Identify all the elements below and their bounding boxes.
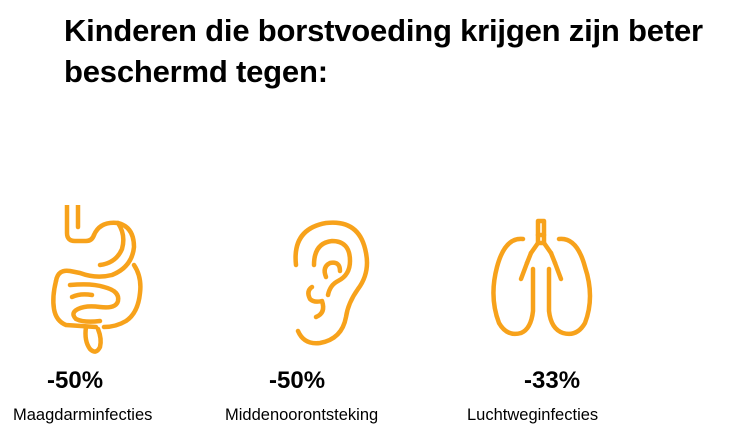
stat-value: -50%: [269, 367, 326, 394]
intestine-icon: [51, 205, 143, 354]
lungs-icon: [491, 218, 593, 337]
stat-label: Maagdarminfecties: [13, 406, 153, 424]
stat-label: Luchtweginfecties: [467, 406, 599, 424]
stat-middle-ear: -50% Middenoorontsteking: [222, 205, 452, 435]
stat-respiratory: -33% Luchtweginfecties: [465, 205, 695, 435]
page-title: Kinderen die borstvoeding krijgen zijn b…: [64, 13, 703, 89]
stat-value: -33%: [524, 367, 581, 394]
stat-label: Middenoorontsteking: [225, 406, 379, 424]
ear-icon: [293, 220, 370, 346]
stat-gastrointestinal: -50% Maagdarminfecties: [0, 205, 230, 435]
stat-value: -50%: [47, 367, 104, 394]
